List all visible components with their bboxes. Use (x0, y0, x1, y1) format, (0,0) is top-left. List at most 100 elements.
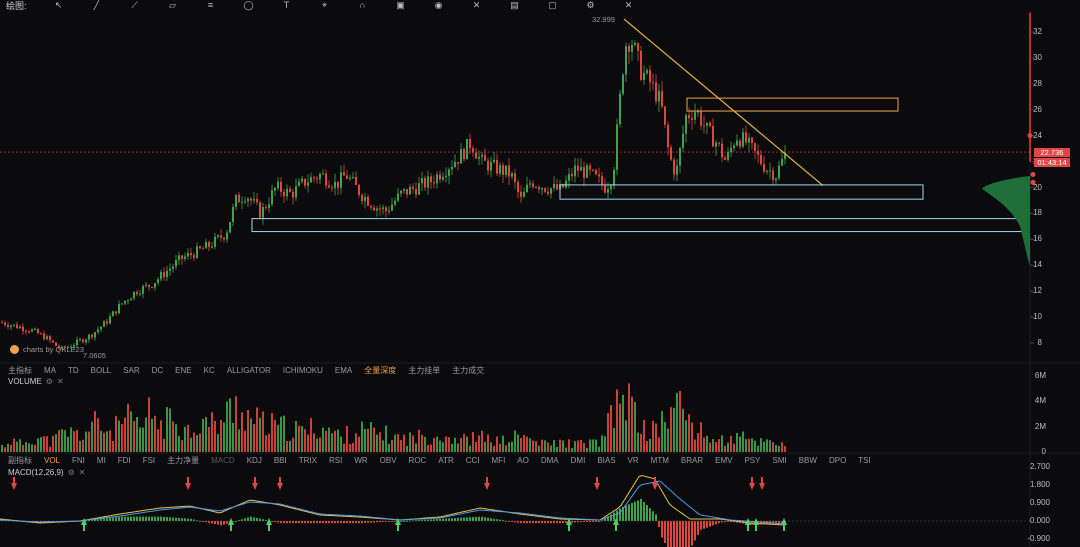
main-indicator-item[interactable]: EMA (334, 365, 353, 375)
magnet-icon[interactable]: ∩ (359, 0, 366, 10)
main-indicator-item[interactable]: 主力挂单 (408, 365, 441, 375)
candle-body (199, 246, 201, 249)
main-indicator-item[interactable]: BOLL (90, 365, 112, 375)
macd-histogram-bar (481, 516, 483, 521)
shape-icon[interactable]: ◯ (243, 0, 254, 10)
candle-body (715, 142, 717, 147)
volume-bar (169, 408, 171, 452)
candle-body (346, 175, 348, 179)
volume-bar (454, 437, 456, 452)
candle-body (460, 149, 462, 164)
settings-icon[interactable]: ⚙ (67, 468, 75, 477)
sub-indicator-item[interactable]: MACD (211, 455, 235, 465)
sub-indicator-item[interactable]: EMV (715, 455, 733, 465)
volume-bar (373, 427, 375, 452)
volume-bar (106, 431, 108, 452)
candle-body (622, 74, 624, 94)
sub-indicator-item[interactable]: VOL (44, 455, 61, 465)
save-icon[interactable]: ▢ (548, 0, 557, 10)
main-indicator-item[interactable]: 主力成交 (452, 365, 485, 375)
lock-icon[interactable]: ▣ (396, 0, 405, 10)
ray-icon[interactable]: ⟋ (131, 0, 138, 10)
candle-body (754, 143, 756, 151)
main-indicator-item[interactable]: TD (68, 365, 79, 375)
main-indicator-item[interactable]: SAR (123, 365, 140, 375)
candle-body (94, 332, 96, 338)
candle-body (367, 196, 369, 206)
sub-indicator-item[interactable]: DPO (828, 455, 847, 465)
sub-indicator-item[interactable]: VR (627, 455, 639, 465)
text-icon[interactable]: T (283, 0, 290, 10)
candle-body (280, 181, 282, 193)
candle-body (322, 173, 324, 175)
sub-indicator-item[interactable]: SMI (772, 455, 787, 465)
candle-body (244, 201, 246, 203)
candle-body (124, 300, 126, 304)
candle-body (178, 255, 180, 261)
hide-icon[interactable]: ◉ (434, 0, 443, 10)
macd-histogram-bar (691, 521, 693, 546)
measure-icon[interactable]: ⌖ (321, 0, 328, 10)
fib-icon[interactable]: ≡ (207, 0, 214, 10)
volume-bar (757, 445, 759, 452)
main-indicator-item[interactable]: ICHIMOKU (282, 365, 323, 375)
candle-body (649, 69, 651, 83)
close-icon[interactable]: ✕ (56, 377, 64, 386)
sub-indicator-item[interactable]: AO (517, 455, 529, 465)
main-indicator-item[interactable]: ALLIGATOR (226, 365, 271, 375)
close-icon[interactable]: ✕ (78, 468, 86, 477)
sub-indicator-item[interactable]: BBI (273, 455, 287, 465)
sub-indicator-item[interactable]: FSI (142, 455, 156, 465)
sub-indicator-item[interactable]: 主力净量 (167, 455, 200, 465)
volume-bar (112, 440, 114, 452)
cursor-icon[interactable]: ↖ (54, 0, 63, 10)
main-indicator-item[interactable]: KC (203, 365, 215, 375)
macd-histogram-bar (676, 521, 678, 547)
delete-icon[interactable]: ✕ (472, 0, 481, 10)
settings-icon[interactable]: ⚙ (45, 377, 53, 386)
volume-bar (97, 418, 99, 452)
line-icon[interactable]: ╱ (93, 0, 100, 10)
candle-body (37, 328, 39, 334)
sell-signal-arrow (11, 477, 17, 490)
sub-indicator-item[interactable]: DMI (570, 455, 586, 465)
sub-indicator-item[interactable]: DMA (540, 455, 559, 465)
volume-bar (28, 443, 30, 452)
sub-indicator-item[interactable]: MFI (491, 455, 506, 465)
sub-indicator-item[interactable]: WR (354, 455, 368, 465)
sub-indicator-item[interactable]: BRAR (680, 455, 704, 465)
macd-histogram-bar (694, 521, 696, 541)
sub-indicator-item[interactable]: BIAS (597, 455, 616, 465)
main-indicator-item[interactable]: 全量深度 (364, 365, 397, 375)
sub-indicator-item[interactable]: ROC (408, 455, 427, 465)
sub-indicator-item[interactable]: TRIX (298, 455, 317, 465)
sub-indicator-item[interactable]: ATR (438, 455, 454, 465)
macd-histogram-bar (502, 520, 504, 522)
settings-icon[interactable]: ⚙ (586, 0, 595, 10)
volume-bar (79, 440, 81, 452)
sub-indicator-item[interactable]: OBV (379, 455, 397, 465)
sub-indicator-item[interactable]: KDJ (246, 455, 262, 465)
sub-indicator-item[interactable]: CCI (465, 455, 480, 465)
layout-icon[interactable]: ▤ (510, 0, 519, 10)
main-indicator-item[interactable]: DC (151, 365, 164, 375)
volume-bar (481, 430, 483, 452)
sub-indicator-item[interactable]: TSI (858, 455, 871, 465)
sub-indicator-item[interactable]: PSY (744, 455, 761, 465)
volume-bar (142, 427, 144, 452)
main-indicator-item[interactable]: ENE (175, 365, 192, 375)
sub-indicator-item[interactable]: MTM (650, 455, 669, 465)
close-icon[interactable]: ✕ (624, 0, 633, 10)
sub-indicator-item[interactable]: BBW (798, 455, 817, 465)
sub-indicator-item[interactable]: RSI (328, 455, 343, 465)
sub-indicator-item[interactable]: MI (96, 455, 106, 465)
macd-histogram-bar (487, 517, 489, 521)
main-indicator-item[interactable]: MA (44, 365, 56, 375)
sub-indicator-item[interactable]: FNI (72, 455, 85, 465)
buy-signal-arrow (395, 518, 401, 531)
sub-indicator-item[interactable]: FDI (117, 455, 131, 465)
candle-body (472, 148, 474, 153)
macd-histogram-bar (262, 519, 264, 521)
channel-icon[interactable]: ▱ (169, 0, 176, 10)
